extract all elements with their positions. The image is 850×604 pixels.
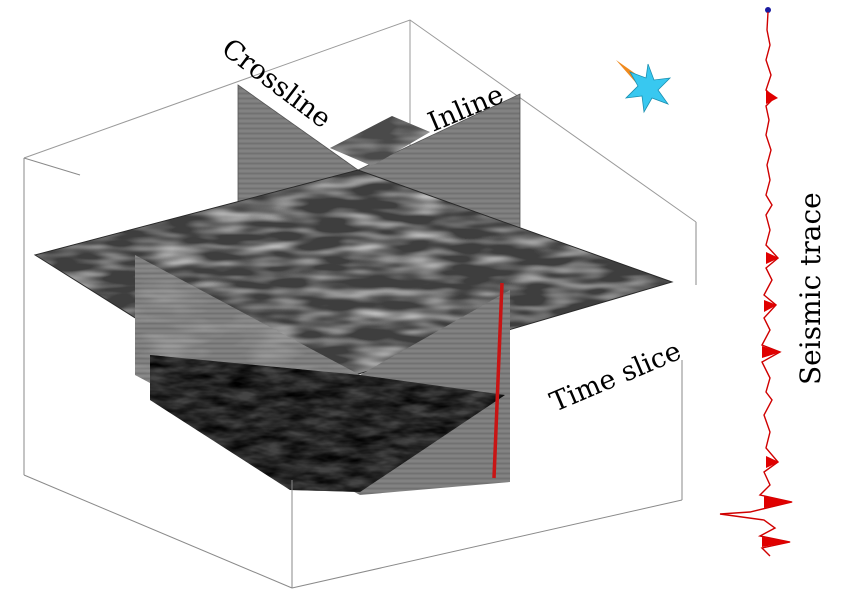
seismic-trace-label: Seismic trace — [794, 192, 827, 385]
time-slice-label: Time slice — [546, 336, 686, 419]
wireframe-box-front — [23, 157, 697, 589]
time-slice-front-block — [150, 355, 505, 492]
compass-star-icon — [616, 60, 672, 114]
well-marker-line — [492, 282, 504, 479]
seismic-trace — [719, 7, 793, 557]
